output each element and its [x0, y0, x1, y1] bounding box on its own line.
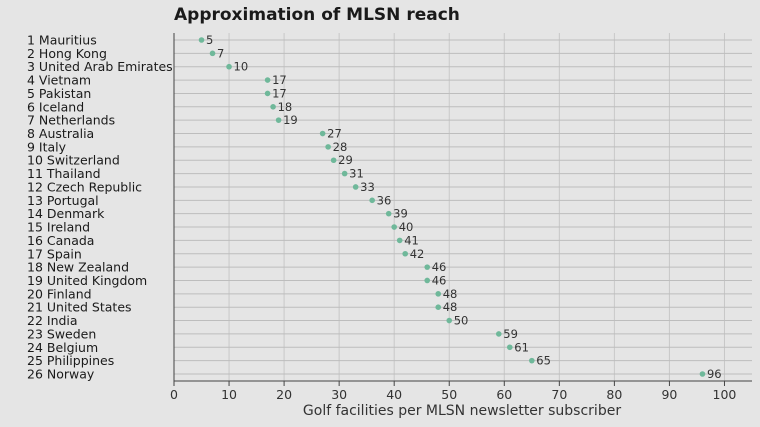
category-label: 22 India — [27, 313, 78, 328]
data-point — [699, 371, 706, 377]
data-point — [226, 63, 232, 70]
category-label: 21 United States — [27, 300, 132, 315]
category-label: 11 Thailand — [27, 166, 101, 181]
data-point — [435, 304, 442, 311]
data-label: 17 — [272, 86, 287, 100]
data-point — [325, 144, 331, 150]
x-tick-label: 0 — [170, 387, 178, 402]
x-tick-label: 60 — [496, 387, 512, 402]
x-tick-label: 100 — [713, 387, 737, 402]
data-point — [391, 224, 397, 230]
category-label: 18 New Zealand — [27, 260, 129, 275]
category-label: 1 Mauritius — [27, 33, 97, 48]
category-label: 6 Iceland — [27, 99, 84, 114]
data-point — [529, 357, 535, 364]
data-label: 46 — [432, 273, 447, 287]
data-point — [270, 104, 276, 110]
data-label: 28 — [333, 140, 348, 154]
category-label: 12 Czech Republic — [27, 179, 142, 194]
data-label: 27 — [327, 127, 342, 141]
category-label: 20 Finland — [27, 286, 92, 301]
data-point — [506, 344, 513, 351]
category-label: 24 Belgium — [27, 340, 98, 355]
data-point — [341, 170, 348, 177]
data-label: 10 — [234, 60, 249, 74]
data-point — [264, 90, 271, 97]
data-point — [209, 50, 216, 57]
data-label: 33 — [360, 180, 375, 194]
category-label: 10 Switzerland — [27, 153, 120, 168]
data-point — [446, 317, 453, 324]
data-point — [198, 37, 205, 43]
category-label: 13 Portugal — [27, 193, 99, 208]
data-label: 17 — [272, 73, 287, 87]
category-label: 26 Norway — [27, 367, 95, 382]
category-label: 15 Ireland — [27, 220, 90, 235]
category-label: 14 Denmark — [27, 206, 105, 221]
data-label: 50 — [454, 314, 469, 328]
x-tick-label: 20 — [276, 387, 292, 402]
x-tick-label: 10 — [221, 387, 237, 402]
category-label: 25 Philippines — [27, 353, 114, 368]
data-point — [396, 237, 403, 244]
data-label: 96 — [707, 367, 722, 381]
x-tick-label: 90 — [661, 387, 677, 402]
category-label: 9 Italy — [27, 139, 67, 154]
data-label: 42 — [410, 247, 425, 261]
category-label: 4 Vietnam — [27, 73, 91, 88]
data-label: 40 — [399, 220, 414, 234]
category-label: 16 Canada — [27, 233, 94, 248]
data-label: 46 — [432, 260, 447, 274]
data-point — [352, 184, 359, 190]
data-point — [369, 197, 375, 204]
data-label: 61 — [514, 340, 529, 354]
data-point — [275, 117, 282, 123]
data-point — [330, 157, 337, 164]
data-label: 7 — [217, 46, 224, 60]
category-label: 2 Hong Kong — [27, 46, 107, 61]
chart-title: Approximation of MLSN reach — [174, 5, 460, 25]
category-label: 5 Pakistan — [27, 86, 91, 101]
data-label: 5 — [206, 33, 213, 47]
grid — [173, 33, 752, 381]
data-point — [402, 250, 409, 257]
data-label: 19 — [283, 113, 298, 127]
x-tick-label: 40 — [386, 387, 402, 402]
data-label: 48 — [443, 287, 458, 301]
data-label: 31 — [349, 167, 364, 181]
data-point — [435, 291, 442, 297]
x-axis-title: Golf facilities per MLSN newsletter subs… — [303, 403, 621, 419]
x-tick-label: 50 — [441, 387, 457, 402]
category-label: 23 Sweden — [27, 326, 96, 341]
category-label: 3 United Arab Emirates — [27, 59, 173, 74]
data-point — [319, 130, 326, 137]
x-tick-label: 70 — [551, 387, 567, 402]
category-label: 19 United Kingdom — [27, 273, 147, 288]
data-label: 36 — [377, 193, 392, 207]
data-point — [264, 77, 271, 83]
data-marks: 5710171718192728293133363940414246464848… — [198, 33, 722, 381]
data-label: 29 — [338, 153, 353, 167]
category-label: 8 Australia — [27, 126, 94, 141]
data-label: 18 — [278, 100, 293, 114]
data-point — [424, 264, 431, 270]
x-tick-label: 30 — [331, 387, 347, 402]
data-point — [385, 210, 392, 217]
category-label: 17 Spain — [27, 246, 82, 261]
data-label: 39 — [393, 207, 408, 221]
data-label: 65 — [536, 354, 551, 368]
data-point — [495, 331, 502, 337]
category-label: 7 Netherlands — [27, 113, 115, 128]
data-label: 41 — [404, 233, 419, 247]
x-tick-label: 80 — [606, 387, 622, 402]
data-point — [424, 277, 431, 284]
axes: 0 10 20 30 40 50 60 70 80 90 100 — [170, 33, 752, 402]
data-label: 59 — [503, 327, 518, 341]
data-label: 48 — [443, 300, 458, 314]
